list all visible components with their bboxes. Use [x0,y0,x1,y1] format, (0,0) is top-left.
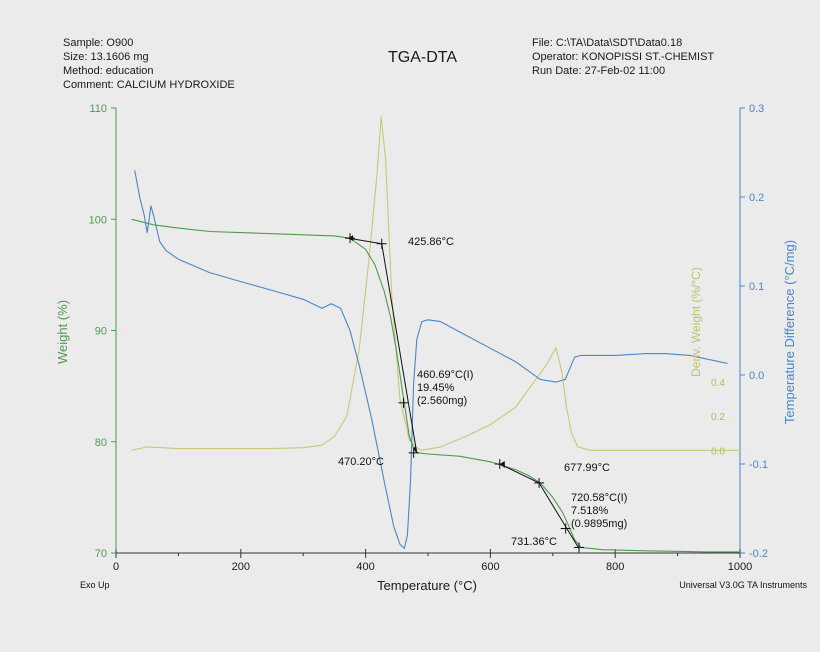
axes-group: 0 200 400 600 800 1000 70 80 90 100 110 -0.2 -0.1 0.0… [89,103,768,573]
annotation-label: 677.99°C [564,462,610,474]
right-tick-label: 0.1 [749,281,764,293]
sample-label: Sample: O900 [63,37,133,49]
left-tick-label: 90 [95,326,107,338]
annotation-label: 470.20°C [338,456,384,468]
temp-diff-series-line [134,170,728,550]
annotation-label: 720.58°C(I) [571,492,627,504]
series-group [131,116,740,553]
right-tick-label: 0.2 [749,192,764,204]
arrow-2 [413,446,417,453]
file-label: File: C:\TA\Data\SDT\Data0.18 [532,37,682,49]
operator-label: Operator: KONOPISSI ST.-CHEMIST [532,51,714,63]
size-label: Size: 13.1606 mg [63,51,149,63]
deriv-tick-label: 0.2 [711,412,725,423]
chart-title: TGA-DTA [388,49,457,66]
step-tangent-1 [381,243,418,453]
annotation-label: 7.518% [571,505,609,517]
x-tick-label: 800 [606,561,624,573]
arrow-3 [499,461,505,468]
instrument-label: Universal V3.0G TA Instruments [679,580,807,590]
run-date-label: Run Date: 27-Feb-02 11:00 [532,65,665,77]
x-tick-label: 1000 [728,561,752,573]
deriv-tick-label: 0.4 [711,378,725,389]
method-label: Method: education [63,65,154,77]
x-tick-label: 0 [113,561,119,573]
right-tick-label: 0.0 [749,370,764,382]
left-axis-title: Weight (%) [55,300,70,364]
deriv-axis-title: Deriv. Weight (%/°C) [689,267,703,377]
deriv-tick-label: 0.0 [711,446,725,457]
left-tick-label: 110 [89,103,107,115]
x-tick-label: 400 [356,561,374,573]
x-tick-label: 600 [481,561,499,573]
arrow-1 [348,235,354,242]
right-axis-title: Temperature Difference (°C/mg) [782,240,797,424]
annotation-group: 425.86°C 460.69°C(I)19.45%(2.560mg) 470.20… [338,233,627,553]
right-tick-label: 0.3 [749,103,764,115]
onset-tangent-2 [499,463,540,484]
annotation-label: 460.69°C(I) [417,369,473,381]
right-tick-label: -0.1 [749,459,768,471]
onset-tangent-1 [348,237,382,245]
deriv-weight-series-line [131,116,740,451]
left-tick-label: 100 [89,214,107,226]
right-tick-label: -0.2 [749,548,768,560]
annotation-label: 425.86°C [408,236,454,248]
comment-label: Comment: CALCIUM HYDROXIDE [63,79,235,91]
x-axis-title: Temperature (°C) [377,578,477,593]
step-tangent-2 [538,482,580,549]
annotation-label: (2.560mg) [417,395,467,407]
left-tick-label: 80 [95,437,107,449]
plot-frame [115,108,741,554]
annotation-label: (0.9895mg) [571,518,627,530]
weight-series-line [131,218,740,553]
left-tick-label: 70 [95,548,107,560]
exo-up-label: Exo Up [80,580,110,590]
x-tick-label: 200 [232,561,250,573]
annotation-label: 19.45% [417,382,455,394]
annotation-label: 731.36°C [511,536,557,548]
